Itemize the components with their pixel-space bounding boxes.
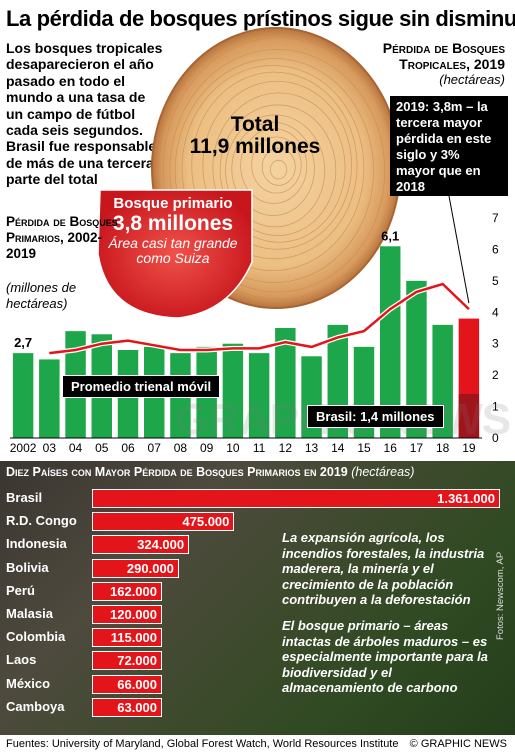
x-tick-label: 06 xyxy=(121,441,135,455)
country-bar: 1.361.000 xyxy=(92,489,500,508)
top-ten-title-text: Diez Países con Mayor Pérdida de Bosques… xyxy=(6,465,348,479)
country-label: Camboya xyxy=(6,698,65,714)
page-title: La pérdida de bosques prístinos sigue si… xyxy=(6,6,515,31)
tropical-loss-unit: (hectáreas) xyxy=(439,72,505,87)
y-tick-label: 5 xyxy=(492,274,499,288)
x-tick-label: 16 xyxy=(384,441,398,455)
primary-loss-unit: (millones de hectáreas) xyxy=(6,280,77,311)
tree-ring-line xyxy=(251,136,302,194)
x-tick-label: 05 xyxy=(95,441,109,455)
tree-ring-line xyxy=(191,71,358,260)
note-causes: La expansión agrícola, los incendios for… xyxy=(282,530,485,608)
note-primary-forest: El bosque primario – áreas intactas de á… xyxy=(282,617,488,696)
tree-ring-line xyxy=(181,64,365,272)
total-value: 11,9 millones xyxy=(189,135,321,158)
data-label: 6,1 xyxy=(381,228,399,243)
tree-ring-line xyxy=(212,92,346,243)
tree-ring-line xyxy=(269,159,288,180)
country-bar: 324.000 xyxy=(92,535,190,555)
total-label-word: Total xyxy=(230,113,280,136)
primary-label: Bosque primario 3,8 millones Área casi t… xyxy=(98,195,248,266)
country-label: Colombia xyxy=(6,629,66,645)
x-tick-label: 17 xyxy=(410,441,424,455)
bar-brasil xyxy=(458,394,480,438)
tree-ring-primary xyxy=(97,189,253,319)
x-tick-label: 12 xyxy=(279,441,293,455)
y-tick-label: 2 xyxy=(492,368,499,382)
bar xyxy=(406,280,427,438)
country-label: México xyxy=(6,675,51,691)
y-tick-label: 6 xyxy=(492,242,499,256)
bar xyxy=(12,353,34,438)
country-label: Perú xyxy=(6,582,35,598)
x-tick-label: 11 xyxy=(253,441,266,455)
tree-ring-line xyxy=(174,58,374,283)
average-label: Promedio trienal móvil xyxy=(62,375,221,398)
x-tick-label: 08 xyxy=(174,441,188,455)
country-label: Indonesia xyxy=(6,536,67,552)
x-tick-label: 10 xyxy=(226,441,240,455)
x-tick-label: 14 xyxy=(331,441,345,455)
x-tick-label: 04 xyxy=(69,441,83,455)
x-tick-label: 03 xyxy=(43,441,57,455)
footer-sources: Fuentes: University of Maryland, Global … xyxy=(6,738,399,750)
x-tick-label: 09 xyxy=(200,441,214,455)
tree-ring-line xyxy=(169,48,386,293)
country-bar: 115.000 xyxy=(92,628,162,648)
notes: La expansión agrícola, los incendios for… xyxy=(282,530,488,706)
country-bar: 66.000 xyxy=(92,674,162,694)
country-bar: 72.000 xyxy=(92,651,162,671)
country-bar: 475.000 xyxy=(92,512,235,532)
footer-brand: © GRAPHIC NEWS xyxy=(409,738,507,750)
photo-credit: Fotos: Newscom, AP xyxy=(495,551,506,640)
x-tick-label: 19 xyxy=(462,441,476,455)
tree-ring-line xyxy=(261,147,296,186)
bar xyxy=(222,343,244,438)
bar xyxy=(248,353,270,438)
y-tick-label: 1 xyxy=(492,400,499,414)
primary-loss-title: Pérdida de Bosques Primarios, 2002-2019 xyxy=(6,214,118,261)
country-label: R.D. Congo xyxy=(6,513,77,529)
country-label: Laos xyxy=(6,652,37,668)
bar xyxy=(39,359,60,438)
top-ten-unit: (hectáreas) xyxy=(351,465,415,479)
x-tick-label: 15 xyxy=(357,441,371,455)
intro-text: Los bosques tropicales desaparecieron el… xyxy=(6,40,163,188)
tree-ring-line xyxy=(231,121,315,216)
country-bar: 63.000 xyxy=(92,697,162,717)
bar xyxy=(379,246,401,438)
tree-ring-line xyxy=(202,80,353,250)
x-tick-label: 2002 xyxy=(10,441,37,455)
x-tick-label: 07 xyxy=(148,441,162,455)
country-label: Brasil xyxy=(6,490,43,505)
tropical-loss-title: Pérdida de Bosques Tropicales, 2019 xyxy=(382,40,505,72)
y-tick-label: 4 xyxy=(492,305,499,319)
tree-ring-line xyxy=(240,128,308,204)
country-bar: 120.000 xyxy=(92,605,162,624)
primary-note: Área casi tan grande como Suiza xyxy=(108,235,238,266)
tree-ring-line xyxy=(225,114,326,228)
total-label: Total 11,9 millones xyxy=(140,114,370,158)
country-label: Bolivia xyxy=(6,559,49,575)
callout-2019: 2019: 3,8m – la tercera mayor pérdida en… xyxy=(390,96,508,196)
brasil-label: Brasil: 1,4 millones xyxy=(307,405,444,428)
top-ten-title: Diez Países con Mayor Pérdida de Bosques… xyxy=(6,465,511,479)
country-label: Malasia xyxy=(6,606,53,621)
callout-leader xyxy=(448,195,470,304)
y-tick-label: 7 xyxy=(492,211,499,225)
tree-ring-line xyxy=(219,104,337,236)
x-tick-label: 13 xyxy=(305,441,319,455)
y-tick-label: 3 xyxy=(492,337,499,351)
data-label: 2,7 xyxy=(14,335,32,350)
primary-value: 3,8 millones xyxy=(112,212,234,235)
primary-label-word: Bosque primario xyxy=(113,195,233,212)
x-tick-label: 18 xyxy=(436,441,450,455)
average-line xyxy=(49,282,470,355)
country-bar: 162.000 xyxy=(92,581,162,601)
bar xyxy=(275,328,296,438)
y-tick-label: 0 xyxy=(492,431,499,445)
country-bar: 290.000 xyxy=(92,558,179,578)
